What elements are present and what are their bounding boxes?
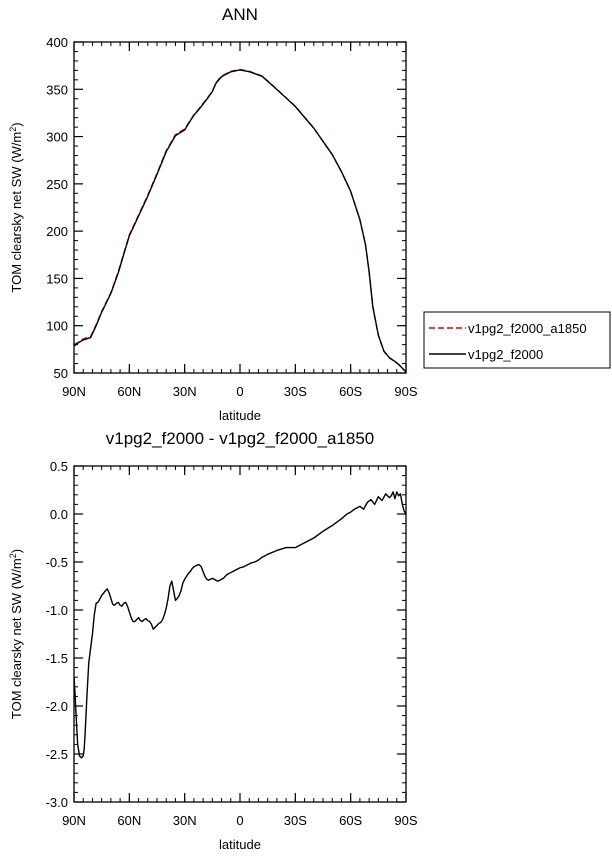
y-tick-label: 300 — [46, 130, 68, 145]
legend-label: v1pg2_f2000_a1850 — [468, 321, 587, 336]
x-tick-label: 60S — [339, 813, 362, 828]
y-axis-label-main: TOM clearsky net SW (W/m — [9, 558, 24, 719]
chart-title: v1pg2_f2000 - v1pg2_f2000_a1850 — [106, 429, 374, 448]
y-tick-label: -3.0 — [46, 795, 68, 810]
y-tick-label: -1.5 — [46, 651, 68, 666]
x-tick-label: 30N — [173, 813, 197, 828]
x-tick-label: 60N — [117, 813, 141, 828]
y-tick-label: 50 — [54, 366, 68, 381]
y-tick-label: 150 — [46, 271, 68, 286]
x-axis-label: latitude — [219, 408, 261, 423]
y-axis-label-sup: 2 — [8, 127, 18, 132]
legend-label: v1pg2_f2000 — [468, 347, 543, 362]
series-line-difference — [73, 491, 407, 759]
top-chart-panel: ANN 90N 60N 30N 0 30S 60S 90S 50 100 150 200 250 300 3… — [8, 5, 418, 423]
x-axis-label: latitude — [219, 837, 261, 852]
plot-frame — [73, 465, 407, 803]
bottom-chart-panel: v1pg2_f2000 - v1pg2_f2000_a1850 90N 60N 30N… — [8, 429, 418, 852]
y-axis-label: TOM clearsky net SW (W/m2) — [8, 122, 24, 292]
legend-box — [423, 311, 611, 369]
series-line-v1pg2_f2000 — [73, 69, 407, 373]
y-axis-label-sup: 2 — [8, 553, 18, 558]
x-tick-label: 30S — [284, 813, 307, 828]
y-tick-label: 250 — [46, 177, 68, 192]
x-tick-label: 90S — [394, 813, 417, 828]
x-tick-label: 0 — [236, 384, 243, 399]
x-tick-label: 60S — [339, 384, 362, 399]
y-tick-label: 100 — [46, 319, 68, 334]
y-axis-label-close: ) — [9, 549, 24, 553]
x-tick-label: 30N — [173, 384, 197, 399]
series-line-v1pg2_f2000_a1850 — [73, 68, 407, 373]
x-tick-label: 0 — [236, 813, 243, 828]
chart-title: ANN — [222, 5, 258, 24]
y-axis-label-close: ) — [9, 122, 24, 126]
y-tick-label: 350 — [46, 82, 68, 97]
x-tick-label: 90N — [62, 384, 86, 399]
y-tick-label: 200 — [46, 224, 68, 239]
y-tick-label: 0.5 — [50, 459, 68, 474]
y-axis-label-main: TOM clearsky net SW (W/m — [9, 132, 24, 293]
legend: v1pg2_f2000_a1850 v1pg2_f2000 — [423, 311, 611, 369]
x-tick-label: 30S — [284, 384, 307, 399]
y-tick-label: -2.5 — [46, 747, 68, 762]
x-tick-label: 60N — [117, 384, 141, 399]
y-tick-label: -2.0 — [46, 699, 68, 714]
x-tick-label: 90S — [394, 384, 417, 399]
y-tick-label: -1.0 — [46, 603, 68, 618]
y-tick-label: 400 — [46, 35, 68, 50]
y-tick-label: -0.5 — [46, 555, 68, 570]
x-tick-label: 90N — [62, 813, 86, 828]
y-axis-label: TOM clearsky net SW (W/m2) — [8, 549, 24, 719]
y-tick-label: 0.0 — [50, 507, 68, 522]
